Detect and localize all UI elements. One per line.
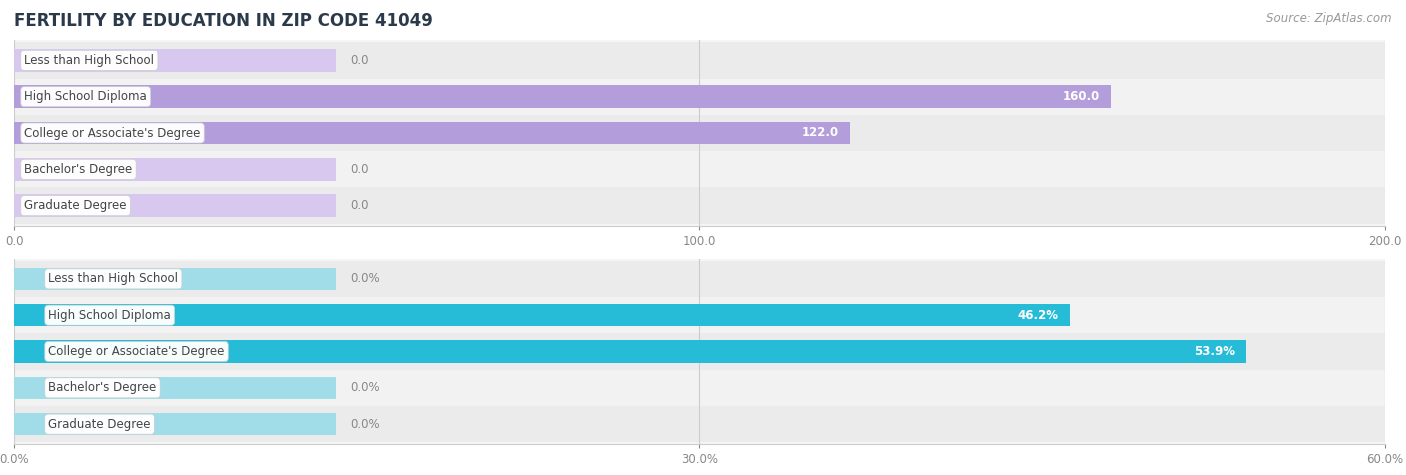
Bar — [14, 86, 1111, 108]
Text: Graduate Degree: Graduate Degree — [24, 199, 127, 212]
Text: 160.0: 160.0 — [1063, 90, 1099, 103]
Text: High School Diploma: High School Diploma — [24, 90, 148, 103]
Bar — [14, 333, 1385, 370]
Bar — [14, 188, 1385, 224]
Text: High School Diploma: High School Diploma — [48, 309, 172, 322]
Text: 122.0: 122.0 — [803, 126, 839, 140]
Text: 0.0%: 0.0% — [350, 381, 380, 394]
Bar — [14, 304, 1070, 326]
Bar — [14, 194, 336, 217]
Bar — [14, 122, 851, 144]
Bar — [14, 78, 1385, 115]
Text: Bachelor's Degree: Bachelor's Degree — [48, 381, 156, 394]
Text: Less than High School: Less than High School — [48, 272, 179, 285]
Text: Less than High School: Less than High School — [24, 54, 155, 67]
Bar — [14, 158, 336, 180]
Bar — [14, 340, 1246, 363]
Text: 0.0%: 0.0% — [350, 418, 380, 431]
Text: College or Associate's Degree: College or Associate's Degree — [24, 126, 201, 140]
Bar — [14, 49, 336, 72]
Text: 0.0: 0.0 — [350, 163, 368, 176]
Bar — [14, 261, 1385, 297]
Text: 0.0: 0.0 — [350, 54, 368, 67]
Text: FERTILITY BY EDUCATION IN ZIP CODE 41049: FERTILITY BY EDUCATION IN ZIP CODE 41049 — [14, 12, 433, 30]
Text: Source: ZipAtlas.com: Source: ZipAtlas.com — [1267, 12, 1392, 25]
Bar — [14, 413, 336, 436]
Text: 0.0%: 0.0% — [350, 272, 380, 285]
Text: 53.9%: 53.9% — [1194, 345, 1234, 358]
Bar — [14, 42, 1385, 78]
Text: College or Associate's Degree: College or Associate's Degree — [48, 345, 225, 358]
Bar — [14, 297, 1385, 333]
Bar — [14, 267, 336, 290]
Text: 0.0: 0.0 — [350, 199, 368, 212]
Bar — [14, 377, 336, 399]
Text: Bachelor's Degree: Bachelor's Degree — [24, 163, 132, 176]
Text: 46.2%: 46.2% — [1018, 309, 1059, 322]
Bar — [14, 115, 1385, 151]
Text: Graduate Degree: Graduate Degree — [48, 418, 150, 431]
Bar — [14, 370, 1385, 406]
Bar — [14, 151, 1385, 188]
Bar — [14, 406, 1385, 442]
